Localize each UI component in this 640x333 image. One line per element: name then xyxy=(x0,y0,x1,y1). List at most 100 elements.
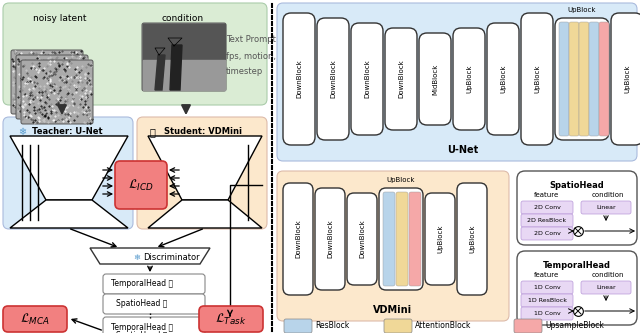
FancyBboxPatch shape xyxy=(521,281,573,294)
FancyBboxPatch shape xyxy=(283,183,313,295)
FancyBboxPatch shape xyxy=(3,3,267,105)
Polygon shape xyxy=(155,55,165,90)
Text: DownBlock: DownBlock xyxy=(330,60,336,98)
Text: AttentionBlock: AttentionBlock xyxy=(415,321,472,330)
Text: DownBlock: DownBlock xyxy=(296,60,302,98)
Text: UpBlock: UpBlock xyxy=(500,65,506,93)
FancyBboxPatch shape xyxy=(514,319,542,333)
FancyBboxPatch shape xyxy=(521,307,573,320)
Text: timestep: timestep xyxy=(226,67,263,76)
FancyBboxPatch shape xyxy=(277,3,637,161)
Text: SpatioHead: SpatioHead xyxy=(550,181,604,190)
Text: DownBlock: DownBlock xyxy=(327,220,333,258)
Text: 1D Conv: 1D Conv xyxy=(534,311,561,316)
Text: Discriminator: Discriminator xyxy=(143,253,200,262)
FancyBboxPatch shape xyxy=(315,188,345,290)
Text: Student: VDMini: Student: VDMini xyxy=(164,127,242,136)
Text: TemporalHead 🔥: TemporalHead 🔥 xyxy=(111,322,173,331)
FancyBboxPatch shape xyxy=(569,22,579,136)
Text: 2D Conv: 2D Conv xyxy=(534,205,561,210)
FancyBboxPatch shape xyxy=(487,23,519,135)
Text: SpatioHead 🔥: SpatioHead 🔥 xyxy=(116,299,168,308)
Text: feature: feature xyxy=(533,272,559,278)
Text: condition: condition xyxy=(592,272,624,278)
FancyBboxPatch shape xyxy=(3,117,133,229)
Text: 🔥: 🔥 xyxy=(150,127,156,137)
Text: 2D Conv: 2D Conv xyxy=(534,231,561,236)
Text: $\mathcal{L}_{MCA}$: $\mathcal{L}_{MCA}$ xyxy=(20,311,50,327)
FancyBboxPatch shape xyxy=(11,50,83,114)
FancyBboxPatch shape xyxy=(284,319,312,333)
FancyBboxPatch shape xyxy=(103,294,205,314)
FancyBboxPatch shape xyxy=(142,23,226,91)
Text: $\mathcal{L}_{Task}$: $\mathcal{L}_{Task}$ xyxy=(215,311,246,327)
FancyBboxPatch shape xyxy=(351,23,383,135)
FancyBboxPatch shape xyxy=(457,183,487,295)
FancyBboxPatch shape xyxy=(199,306,263,332)
Text: Teacher: U-Net: Teacher: U-Net xyxy=(32,127,102,136)
FancyBboxPatch shape xyxy=(521,214,573,227)
FancyBboxPatch shape xyxy=(137,117,267,229)
Text: UpBlock: UpBlock xyxy=(466,65,472,93)
FancyBboxPatch shape xyxy=(347,193,377,285)
FancyBboxPatch shape xyxy=(581,201,631,214)
Text: $\mathcal{L}_{ICD}$: $\mathcal{L}_{ICD}$ xyxy=(128,177,154,192)
Text: DownBlock: DownBlock xyxy=(398,60,404,98)
Text: UpBlock: UpBlock xyxy=(437,225,443,253)
Text: UpsampleBlock: UpsampleBlock xyxy=(545,321,604,330)
FancyBboxPatch shape xyxy=(383,192,395,286)
Text: U-Net: U-Net xyxy=(447,145,479,155)
FancyBboxPatch shape xyxy=(611,13,640,145)
Text: 1D Conv: 1D Conv xyxy=(534,285,561,290)
Text: DownBlock: DownBlock xyxy=(364,60,370,98)
FancyBboxPatch shape xyxy=(559,22,569,136)
FancyBboxPatch shape xyxy=(103,317,205,333)
FancyBboxPatch shape xyxy=(409,192,421,286)
FancyBboxPatch shape xyxy=(277,171,509,321)
Text: condition: condition xyxy=(592,192,624,198)
FancyBboxPatch shape xyxy=(115,161,167,209)
Polygon shape xyxy=(148,136,262,200)
FancyBboxPatch shape xyxy=(517,251,637,325)
Text: noisy latent: noisy latent xyxy=(33,14,87,23)
Text: Text Prompt: Text Prompt xyxy=(226,35,276,44)
FancyBboxPatch shape xyxy=(521,294,573,307)
Text: Linear: Linear xyxy=(596,285,616,290)
FancyBboxPatch shape xyxy=(521,201,573,214)
FancyBboxPatch shape xyxy=(103,274,205,294)
Polygon shape xyxy=(170,45,182,90)
FancyBboxPatch shape xyxy=(396,192,408,286)
Text: DownBlock: DownBlock xyxy=(295,220,301,258)
FancyBboxPatch shape xyxy=(581,281,631,294)
Text: 1D ResBlock: 1D ResBlock xyxy=(527,298,566,303)
Text: UpBlock: UpBlock xyxy=(624,65,630,93)
FancyBboxPatch shape xyxy=(384,319,412,333)
FancyBboxPatch shape xyxy=(517,171,637,245)
Text: condition: condition xyxy=(162,14,204,23)
Text: Linear: Linear xyxy=(596,205,616,210)
Polygon shape xyxy=(10,200,128,228)
FancyBboxPatch shape xyxy=(453,28,485,130)
Text: ❄: ❄ xyxy=(18,127,26,137)
Text: SpatioHead 🔥: SpatioHead 🔥 xyxy=(116,331,168,333)
Text: TemporalHead 🔥: TemporalHead 🔥 xyxy=(111,279,173,288)
FancyBboxPatch shape xyxy=(579,22,589,136)
Polygon shape xyxy=(148,200,262,228)
Polygon shape xyxy=(90,248,210,264)
Text: MidBlock: MidBlock xyxy=(432,63,438,95)
Polygon shape xyxy=(10,136,128,200)
FancyBboxPatch shape xyxy=(317,18,349,140)
FancyBboxPatch shape xyxy=(521,227,573,240)
FancyBboxPatch shape xyxy=(379,188,423,290)
Text: UpBlock: UpBlock xyxy=(469,225,475,253)
Text: 2D ResBlock: 2D ResBlock xyxy=(527,218,566,223)
FancyBboxPatch shape xyxy=(419,33,451,125)
Text: ResBlock: ResBlock xyxy=(315,321,349,330)
Text: VDMini: VDMini xyxy=(373,305,413,315)
FancyBboxPatch shape xyxy=(385,28,417,130)
Text: TemporalHead: TemporalHead xyxy=(543,261,611,270)
FancyBboxPatch shape xyxy=(21,60,93,124)
Text: DownBlock: DownBlock xyxy=(359,220,365,258)
Text: UpBlock: UpBlock xyxy=(534,65,540,93)
FancyBboxPatch shape xyxy=(16,55,88,119)
